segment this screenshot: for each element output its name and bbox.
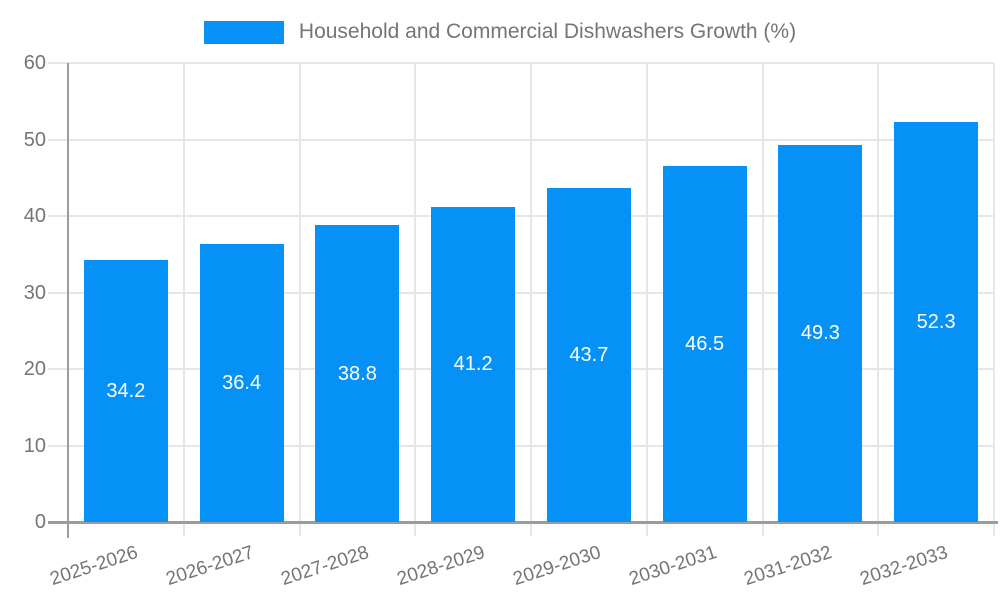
bar-value-label: 34.2 <box>106 380 146 403</box>
legend[interactable]: Household and Commercial Dishwashers Gro… <box>0 20 1000 44</box>
h-gridline <box>48 215 994 217</box>
bar[interactable] <box>778 144 863 522</box>
legend-label: Household and Commercial Dishwashers Gro… <box>298 20 797 43</box>
v-gridline <box>993 63 995 536</box>
bar-value-label: 46.5 <box>685 333 725 356</box>
bar[interactable] <box>546 187 631 522</box>
bar[interactable] <box>83 260 168 522</box>
bar-value-label: 36.4 <box>222 371 262 394</box>
bar[interactable] <box>315 225 400 522</box>
bar-value-label: 49.3 <box>800 322 840 345</box>
y-tick-label: 10 <box>23 434 46 457</box>
bar[interactable] <box>431 206 516 522</box>
v-gridline <box>298 63 301 536</box>
bar-value-label: 41.2 <box>453 353 493 376</box>
h-gridline <box>48 138 994 141</box>
bar-value-label: 38.8 <box>337 362 377 385</box>
y-axis-line <box>67 63 69 538</box>
h-gridline <box>48 62 994 64</box>
v-gridline <box>761 63 764 536</box>
v-gridline <box>182 63 185 536</box>
y-tick-label: 50 <box>23 128 46 151</box>
legend-swatch-icon <box>203 20 284 44</box>
v-gridline <box>530 63 532 536</box>
v-gridline <box>645 63 648 536</box>
bar-value-label: 43.7 <box>569 343 609 366</box>
bar[interactable] <box>894 121 979 522</box>
h-gridline <box>48 291 994 294</box>
y-tick-label: 0 <box>34 511 46 533</box>
y-tick-label: 30 <box>23 281 46 304</box>
bar[interactable] <box>199 243 284 522</box>
y-tick-label: 40 <box>23 205 46 227</box>
x-axis-line <box>48 521 998 524</box>
y-tick-label: 20 <box>23 358 46 380</box>
v-gridline <box>877 63 880 536</box>
bar[interactable] <box>662 166 747 522</box>
bar-value-label: 52.3 <box>916 310 956 333</box>
h-gridline <box>48 444 994 447</box>
h-gridline <box>48 368 994 370</box>
y-tick-label: 60 <box>23 52 46 74</box>
v-gridline <box>414 63 417 536</box>
